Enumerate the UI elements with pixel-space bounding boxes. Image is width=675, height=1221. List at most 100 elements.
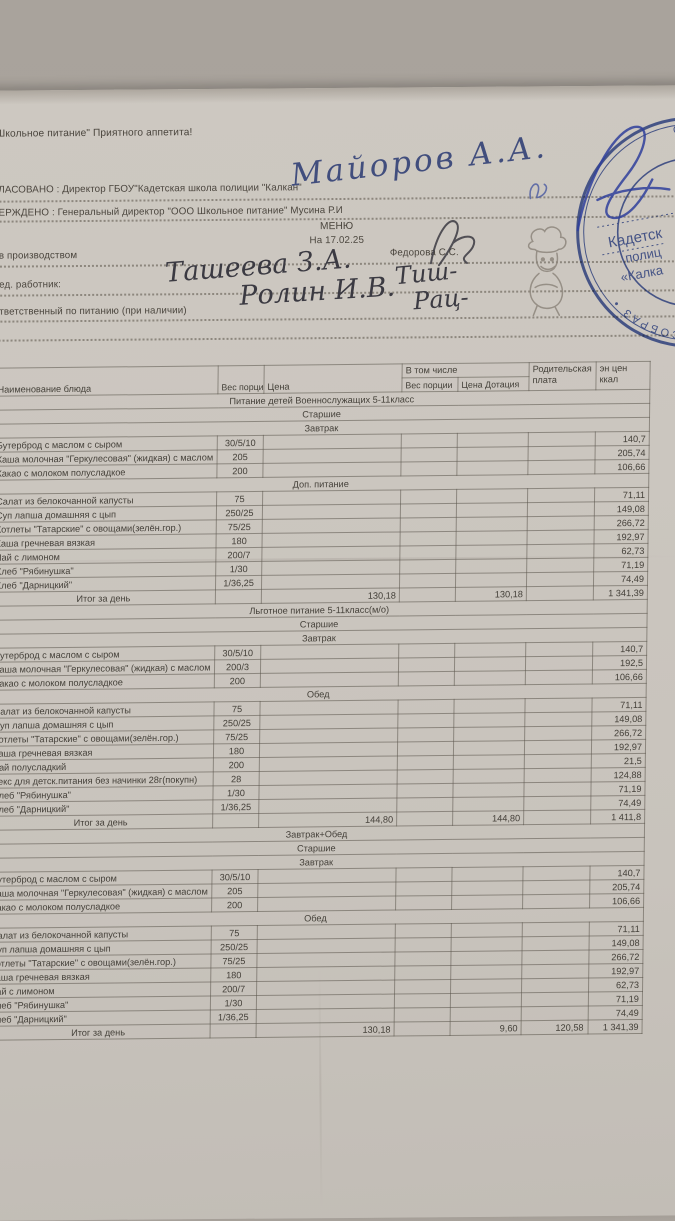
col-header-including: В том числе (402, 362, 530, 378)
dish-kcal: 71,19 (590, 781, 646, 796)
dish-kcal: 192,5 (592, 655, 647, 670)
empty-cell (522, 893, 590, 909)
empty-cell (399, 559, 456, 574)
empty-cell (456, 488, 528, 504)
empty-cell (262, 489, 401, 506)
round-stamp: ОГРН • ОБРАЗ • СОБРАЗ • ОГРН • ОБРАЗ • С… (576, 105, 675, 357)
dish-kcal: 74,49 (590, 795, 645, 810)
dish-kcal: 205,74 (595, 445, 650, 460)
dish-kcal: 71,11 (589, 921, 644, 937)
empty-cell (453, 740, 525, 756)
chef-drawing-icon (527, 226, 567, 317)
empty-cell (398, 657, 455, 672)
empty-cell (263, 433, 402, 450)
empty-cell (396, 797, 453, 813)
empty-cell (451, 922, 523, 938)
empty-cell (261, 559, 400, 576)
empty-cell (400, 461, 458, 476)
empty-cell (526, 557, 594, 573)
dish-kcal: 71,19 (588, 991, 643, 1007)
empty-cell (528, 431, 596, 447)
empty-cell (455, 544, 527, 560)
dish-kcal: 149,08 (594, 501, 649, 516)
worker-label: ед. работник: (0, 279, 61, 291)
empty-cell (526, 543, 594, 559)
empty-cell (525, 641, 593, 657)
empty-cell (397, 699, 455, 714)
dish-portion: 180 (213, 743, 260, 758)
empty-cell (455, 530, 528, 546)
dish-portion: 200 (214, 673, 261, 688)
empty-cell (528, 445, 596, 461)
empty-cell (527, 515, 595, 531)
blue-paraph-mark (529, 183, 548, 200)
empty-cell (522, 922, 590, 937)
empty-cell (450, 950, 523, 966)
empty-cell (395, 867, 453, 883)
empty-cell (257, 896, 396, 912)
dish-portion: 205 (211, 883, 258, 898)
total-parent-fee (526, 585, 594, 601)
empty-cell (395, 895, 452, 911)
slogan-text: Школьное питание" Приятного аппетита! (0, 127, 193, 140)
production-label: в производством (0, 250, 78, 262)
empty-cell (523, 795, 591, 811)
dish-portion: 1/36,25 (215, 575, 262, 590)
empty-cell (453, 698, 526, 714)
table-header-row-1: Наименование блюда Вес порции Цена В том… (0, 361, 651, 397)
empty-cell (451, 866, 524, 882)
empty-cell (259, 727, 398, 744)
production-signature-flourish (429, 220, 476, 267)
dish-kcal: 192,97 (591, 739, 646, 754)
empty-cell (395, 923, 452, 939)
empty-cell (524, 739, 592, 755)
dish-portion: 250/25 (211, 939, 258, 954)
col-header-price: Цена (263, 363, 403, 394)
empty-cell (400, 503, 457, 518)
dish-kcal: 71,11 (594, 487, 649, 502)
empty-cell (522, 936, 590, 951)
empty-cell (259, 699, 399, 716)
dish-portion: 30/5/10 (211, 869, 259, 884)
dish-portion: 75/25 (213, 729, 260, 744)
empty-cell (452, 782, 525, 798)
empty-cell (398, 643, 455, 658)
empty-cell (262, 503, 401, 520)
empty-cell (521, 964, 589, 979)
empty-cell (399, 545, 456, 560)
empty-cell (524, 725, 592, 741)
empty-cell (397, 741, 454, 757)
total-kcal: 1 411,8 (590, 809, 645, 824)
empty-cell (456, 460, 529, 476)
empty-cell (394, 979, 451, 995)
approved-line: ЕРЖДЕНО : Генеральный директор "ООО Школ… (0, 204, 343, 219)
dish-kcal: 71,11 (591, 697, 647, 712)
empty-cell (522, 879, 590, 895)
dish-portion: 75 (211, 925, 258, 940)
empty-cell (257, 924, 396, 940)
empty-cell (398, 671, 455, 686)
dish-kcal: 266,72 (594, 515, 649, 530)
stamp-line2: полиц (624, 244, 663, 265)
menu-table-container: Наименование блюда Вес порции Цена В том… (0, 361, 651, 1041)
empty-cell (262, 461, 402, 478)
col-header-incl-subsidy: Цена Дотация (457, 376, 530, 392)
empty-cell (453, 726, 525, 742)
empty-cell (521, 978, 589, 993)
dish-kcal: 106,66 (589, 893, 644, 909)
empty-cell (456, 502, 528, 518)
col-header-dish: Наименование блюда (0, 365, 219, 397)
empty-cell (258, 784, 398, 800)
dish-portion: 75 (213, 701, 261, 716)
dish-kcal: 140,7 (589, 865, 645, 880)
total-kcal: 1 341,39 (587, 1019, 643, 1035)
dish-portion: 180 (216, 533, 263, 548)
col-header-energy: эн цен ккал (595, 361, 651, 390)
dish-kcal: 106,66 (594, 459, 650, 474)
dish-portion: 205 (217, 449, 264, 464)
dish-portion: 180 (210, 967, 257, 982)
dish-kcal: 62,73 (588, 977, 643, 993)
empty-cell (457, 432, 529, 448)
dish-portion: 30/5/10 (217, 435, 264, 450)
